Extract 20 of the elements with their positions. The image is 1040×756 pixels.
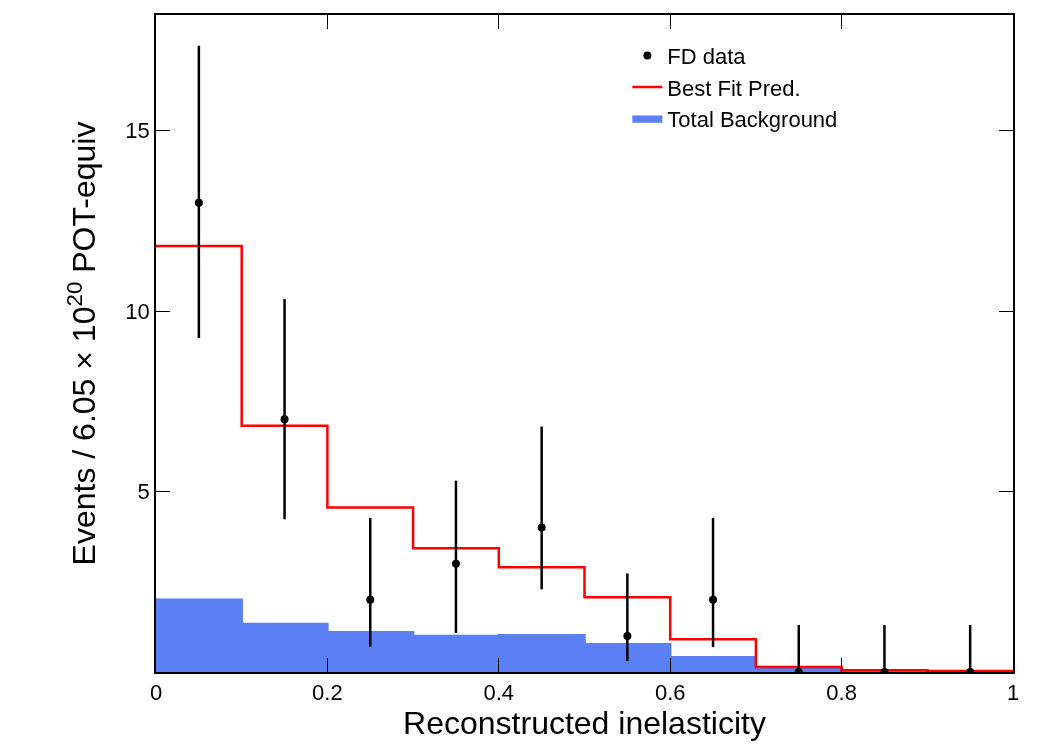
point — [537, 523, 546, 532]
y-tick-label: 5 — [137, 479, 150, 505]
legend-label: FD data — [667, 44, 747, 70]
point — [280, 415, 289, 424]
point — [194, 198, 203, 207]
legend-label: Total Background — [667, 107, 838, 133]
x-tick-label: 0.4 — [483, 680, 515, 706]
x-tick-label: 0.8 — [826, 680, 857, 706]
legend-label: Best Fit Pred. — [667, 75, 801, 101]
x-axis-title: Reconstructed inelasticity — [403, 705, 766, 742]
x-tick-label: 1 — [1006, 680, 1020, 706]
point — [623, 631, 632, 640]
point — [366, 595, 375, 604]
point — [709, 595, 718, 604]
y-tick-label: 10 — [125, 298, 150, 324]
x-tick-label: 0 — [149, 680, 163, 706]
point — [451, 559, 460, 568]
x-tick-label: 0.6 — [654, 680, 686, 706]
y-tick-label: 15 — [125, 118, 150, 144]
x-tick-label: 0.2 — [312, 680, 343, 706]
